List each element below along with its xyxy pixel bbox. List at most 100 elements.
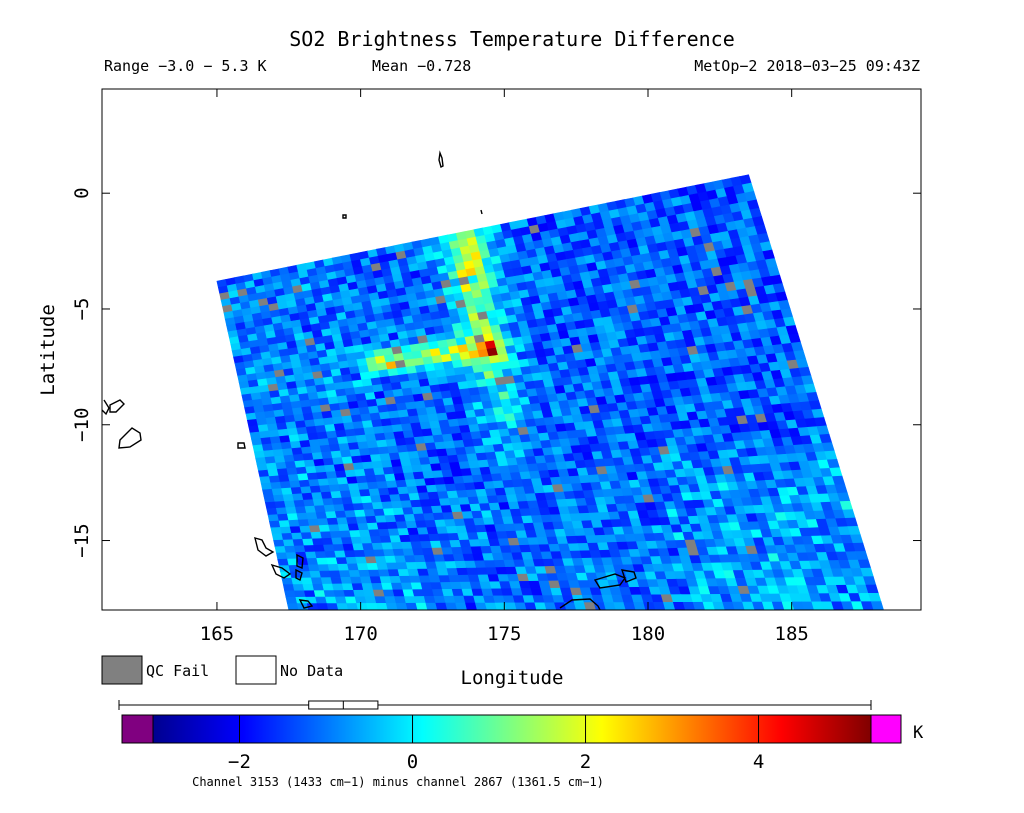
swath-cell: [381, 542, 394, 551]
legend-swatch-no-data: [235, 655, 277, 685]
swath-cell: [583, 602, 597, 610]
swath-cell: [362, 461, 374, 470]
swath-cell: [394, 514, 407, 523]
swath-cell: [326, 430, 338, 439]
swath-cell: [285, 552, 298, 560]
swath-cell: [351, 455, 363, 464]
swath-cell: [435, 602, 448, 610]
swath-cell: [732, 601, 746, 610]
swath-cell: [329, 403, 341, 412]
swath-cell: [281, 487, 293, 496]
swath-cell: [408, 534, 421, 543]
swath-cell: [313, 418, 326, 427]
swath-cell: [255, 457, 267, 465]
swath-cell: [791, 601, 805, 610]
swath-cell: [292, 538, 305, 547]
swath-cell: [378, 528, 391, 537]
swath-cell: [306, 603, 319, 610]
coastline-vanuatu-d: [295, 568, 303, 582]
y-tick-label: −10: [71, 408, 93, 442]
swath-cell: [643, 602, 656, 610]
swath-cell: [316, 471, 329, 480]
swath-cell: [346, 394, 358, 403]
swath-cell: [374, 474, 387, 483]
swath-cell: [344, 550, 357, 558]
swath-cell: [273, 539, 286, 548]
colorbar-tick-label: −2: [228, 751, 251, 773]
swath-cell: [394, 596, 407, 604]
swath-cell: [692, 601, 706, 610]
swath-cell: [343, 589, 356, 598]
swath-cell: [368, 569, 381, 578]
swath-cell: [663, 601, 676, 610]
swath-cell: [360, 495, 373, 504]
swath-cell: [384, 596, 397, 604]
swath-cell: [300, 486, 313, 495]
swath-cell: [319, 404, 332, 413]
swath-cell: [375, 515, 387, 524]
swath-cell: [386, 562, 399, 571]
swath-cell: [378, 487, 391, 496]
swath-cell: [327, 563, 340, 572]
swath-cell: [397, 486, 410, 495]
swath-cell: [349, 530, 362, 538]
legend-label-qc-fail: QC Fail: [146, 662, 209, 680]
swath-cell: [310, 531, 323, 540]
swath-cell: [371, 582, 384, 591]
swath-cell: [328, 484, 341, 493]
swath-cell: [358, 529, 371, 538]
swath-cell: [330, 450, 343, 459]
swath-cell: [370, 535, 383, 544]
swath-cell: [353, 589, 366, 598]
swath-cell: [333, 463, 346, 472]
swath-cell: [653, 602, 666, 610]
swath-cell: [304, 505, 317, 514]
swath-cell: [801, 601, 815, 610]
swath-cell: [409, 575, 422, 584]
swath-cell: [387, 569, 400, 577]
swath-cell: [274, 500, 287, 509]
swath-cell: [284, 500, 296, 509]
swath-cell: [850, 601, 865, 610]
swath-cell: [386, 521, 399, 530]
swath-cell: [343, 503, 355, 512]
swath-cell: [366, 562, 379, 571]
swath-cell: [315, 511, 328, 520]
swath-cell: [253, 450, 266, 459]
swath-cell: [302, 452, 315, 461]
swath-cell: [371, 460, 384, 469]
swath-cell: [712, 601, 726, 610]
swath-cell: [383, 508, 395, 517]
swath-cell: [266, 507, 279, 516]
swath-cell: [298, 564, 311, 573]
swath-cell: [339, 530, 352, 539]
swath-cell: [322, 498, 335, 506]
swath-cell: [356, 563, 369, 571]
swath-cell: [275, 461, 288, 470]
legend-swatch-qc-fail: [101, 655, 143, 685]
swath-cell: [742, 601, 756, 610]
swath-cell: [308, 479, 321, 487]
swath-cell: [385, 438, 398, 448]
swath-cell: [544, 602, 557, 610]
swath-cell: [378, 569, 391, 578]
swath-cell: [318, 524, 331, 533]
swath-cell: [269, 436, 282, 445]
swath-cell: [366, 522, 379, 531]
plot-area: 165 170 175 180 185 0 −5 −10 −15: [71, 88, 922, 645]
range-label: Range −3.0 − 5.3 K: [104, 57, 267, 75]
x-tick-label: 180: [631, 623, 665, 645]
swath-cell: [400, 582, 414, 591]
swath-cell: [415, 602, 428, 610]
swath-cell: [399, 534, 412, 543]
swath-cell: [322, 583, 335, 591]
swath-cell: [279, 435, 291, 444]
swath-cell: [256, 463, 269, 472]
swath-cell: [355, 556, 368, 565]
swath-cell: [302, 583, 315, 592]
swath-cell: [368, 488, 381, 497]
swath-cell: [306, 472, 319, 481]
swath-cell: [374, 556, 387, 564]
swath-cell: [287, 603, 300, 610]
swath-cell: [280, 526, 292, 535]
